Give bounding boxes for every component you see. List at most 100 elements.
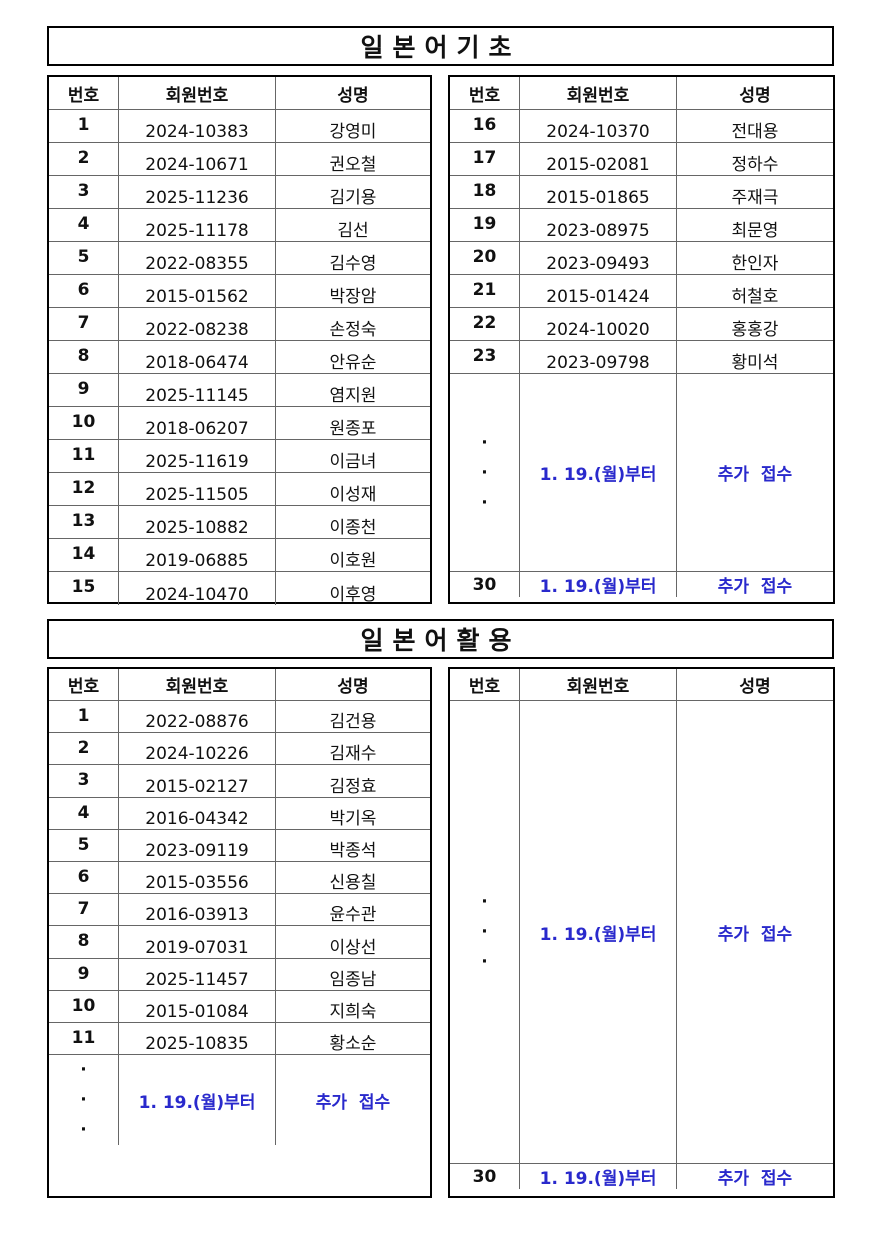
row-number: 4	[49, 209, 119, 241]
row-number: 20	[450, 242, 520, 274]
member-id: 2015-03556	[119, 861, 276, 894]
dot: ·	[481, 492, 488, 513]
row-number: 19	[450, 209, 520, 241]
member-id: 2018-06207	[119, 407, 276, 439]
member-id: 2022-08876	[119, 701, 276, 733]
member-id: 2015-01865	[520, 176, 677, 208]
member-name: 이성재	[329, 485, 377, 505]
registration-note: 추가 접수	[315, 1092, 391, 1113]
additional-registration-row: · · · 1. 19.(월)부터 추가 접수	[450, 701, 833, 1164]
column-header: 성명	[739, 85, 771, 106]
table-row: 16 2024-10370 전대용	[450, 110, 833, 143]
table-row: 4 2016-04342 박기옥	[49, 797, 430, 830]
table-row: 22 2024-10020 홍홍강	[450, 308, 833, 341]
table-row: 2 2024-10226 김재수	[49, 733, 430, 766]
member-name: 박장암	[329, 287, 377, 307]
member-name: 손정숙	[329, 320, 377, 340]
row-number: 8	[49, 341, 119, 373]
table-header: 번호 회원번호 성명	[49, 77, 430, 110]
table-row: 10 2018-06207 원종포	[49, 407, 430, 440]
member-id: 2019-07031	[119, 926, 276, 958]
member-id: 2019-06885	[119, 539, 276, 571]
member-id: 2015-01084	[119, 990, 276, 1022]
member-id: 2023-09493	[520, 242, 677, 274]
member-id: 2025-10835	[119, 1022, 276, 1055]
registration-note: 추가 접수	[717, 924, 793, 945]
table-row: 1 2024-10383 강영미	[49, 110, 430, 143]
member-name: 안유순	[329, 353, 377, 373]
member-id: 2015-01424	[520, 275, 677, 307]
member-name: 이상선	[329, 937, 377, 958]
registration-date: 1. 19.(월)부터	[520, 1164, 677, 1189]
row-number: 3	[49, 765, 119, 797]
table-row: 6 2015-03556 신용칠	[49, 861, 430, 895]
row-number: 15	[49, 572, 119, 605]
table-row: 11 2025-11619 이금녀	[49, 440, 430, 473]
column-header: 번호	[450, 77, 520, 109]
member-id: 2016-04342	[119, 797, 276, 829]
ellipsis-dots: · · ·	[450, 374, 520, 571]
table-header: 번호 회원번호 성명	[49, 669, 430, 701]
additional-registration-row: · · · 1. 19.(월)부터 추가 접수	[450, 374, 833, 572]
row-number: 7	[49, 894, 119, 926]
member-name: 강영미	[329, 122, 377, 142]
table-row: 18 2015-01865 주재극	[450, 176, 833, 209]
table-row: 13 2025-10882 이종천	[49, 506, 430, 539]
table-row: 17 2015-02081 정하수	[450, 143, 833, 176]
row-number: 3	[49, 176, 119, 208]
row-number: 8	[49, 926, 119, 958]
member-id: 2022-08238	[119, 308, 276, 340]
table-row: 6 2015-01562 박장암	[49, 275, 430, 308]
right-table: 번호 회원번호 성명 16 2024-10370 전대용 17 2015-02081 정하수 18…	[448, 75, 835, 604]
row-number: 22	[450, 308, 520, 340]
row-number: 11	[49, 1022, 119, 1055]
last-row: 30 1. 19.(월)부터 추가 접수	[450, 1164, 833, 1189]
member-id: 2022-08355	[119, 242, 276, 274]
dot: ·	[481, 432, 488, 453]
table-row: 12 2025-11505 이성재	[49, 473, 430, 506]
last-row: 30 1. 19.(월)부터 추가 접수	[450, 572, 833, 597]
table-row: 7 2016-03913 윤수관	[49, 894, 430, 927]
member-name: 주재극	[731, 188, 779, 208]
row-number: 5	[49, 829, 119, 861]
member-id: 2025-11178	[119, 209, 276, 241]
member-name: 한인자	[731, 254, 779, 274]
member-id: 2016-03913	[119, 894, 276, 926]
column-header: 회원번호	[119, 669, 276, 700]
row-number: 5	[49, 242, 119, 274]
table-row: 11 2025-10835 황소순	[49, 1022, 430, 1056]
dot: ·	[80, 1060, 87, 1081]
row-number: 6	[49, 861, 119, 894]
registration-date: 1. 19.(월)부터	[520, 374, 677, 571]
row-number: 16	[450, 110, 520, 142]
table-header: 번호 회원번호 성명	[450, 77, 833, 110]
table-header: 번호 회원번호 성명	[450, 669, 833, 701]
registration-date: 1. 19.(월)부터	[520, 701, 677, 1163]
row-number: 9	[49, 374, 119, 406]
row-number: 13	[49, 506, 119, 538]
column-header: 번호	[49, 77, 119, 109]
member-name: 홍홍강	[731, 320, 779, 340]
member-id: 2025-11505	[119, 473, 276, 505]
table-row: 7 2022-08238 손정숙	[49, 308, 430, 341]
member-id: 2025-11145	[119, 374, 276, 406]
member-name: 지희숙	[329, 1001, 377, 1022]
member-id: 2015-02127	[119, 765, 276, 797]
row-number: 1	[49, 110, 119, 142]
member-name: 임종남	[329, 969, 377, 990]
section-title: 일본어활용	[47, 619, 834, 659]
member-name: 김수영	[329, 254, 377, 274]
member-id: 2015-01562	[119, 275, 276, 307]
row-number: 4	[49, 797, 119, 829]
row-number: 9	[49, 958, 119, 990]
table-row: 3 2015-02127 김정효	[49, 765, 430, 798]
member-name: 박종석	[329, 840, 377, 861]
column-header: 성명	[337, 677, 369, 697]
ellipsis-dots: · · ·	[49, 1055, 119, 1146]
member-name: 김기용	[329, 188, 377, 208]
registration-date: 1. 19.(월)부터	[119, 1055, 276, 1146]
dot: ·	[481, 952, 488, 972]
row-number: 10	[49, 990, 119, 1022]
member-name: 황미석	[731, 353, 779, 373]
row-number: 21	[450, 275, 520, 307]
